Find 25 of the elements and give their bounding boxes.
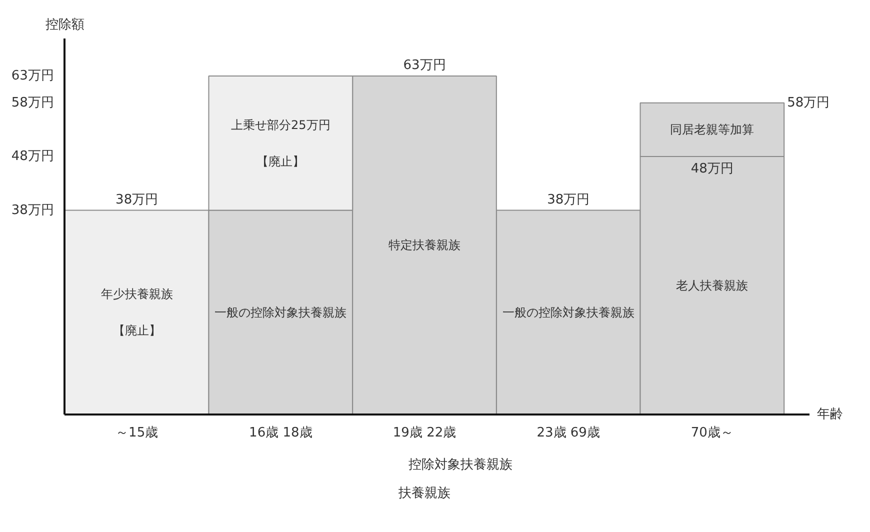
series-label: 特定扶養親族 [388,238,460,252]
data-label: 38万円 [547,192,590,208]
x-tick-label: 70歳～ [690,425,734,440]
series-label: 同居老親等加算 [670,122,754,137]
y-tick-label: 48万円 [11,149,54,164]
text: 年少扶養親族【廃止】 [100,287,173,338]
y-axis-title: 控除額 [45,17,84,32]
x-axis-title: 年齢 [816,406,843,422]
data-label: 63万円 [403,58,446,73]
y-tick-label: 63万円 [11,68,54,84]
text: 扶養親族 [398,486,450,501]
x-tick-label: 19歳 22歳 [392,425,456,440]
total-label: 58万円 [787,95,830,110]
text: 一般の控除対象扶養親族 [502,305,634,320]
x-tick-label: ～15歳 [116,425,158,440]
y-tick-label: 38万円 [11,202,54,218]
x-tick-label: 23歳 69歳 [536,425,600,440]
data-label: 38万円 [116,192,158,208]
series-label: 老人扶養親族 [676,278,748,293]
data-label: 48万円 [690,162,734,177]
text: 上乗せ部分25万円【廃止】 [231,118,330,168]
text: 控除対象扶養親族 [408,456,512,473]
x-tick-label: 16歳 18歳 [249,425,312,440]
y-tick-label: 58万円 [11,95,54,110]
series-label: 一般の控除対象扶養親族 [214,305,347,320]
